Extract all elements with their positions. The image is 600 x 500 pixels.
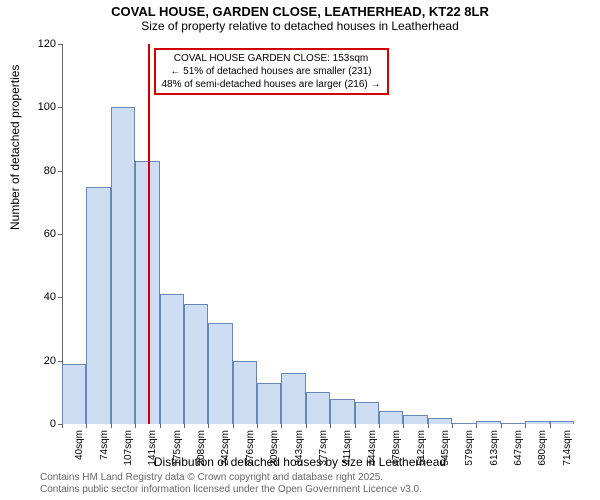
- property-callout: COVAL HOUSE GARDEN CLOSE: 153sqm← 51% of…: [154, 48, 389, 95]
- chart-footer: Contains HM Land Registry data © Crown c…: [40, 472, 422, 496]
- histogram-bar: [86, 187, 110, 425]
- x-axis-label: Distribution of detached houses by size …: [0, 455, 600, 469]
- histogram-bar: [306, 392, 330, 424]
- y-axis-label: Number of detached properties: [8, 65, 22, 230]
- y-tick-mark: [58, 44, 62, 45]
- x-tick-mark: [550, 424, 551, 428]
- histogram-bar: [428, 418, 452, 424]
- histogram-bar: [257, 383, 281, 424]
- x-tick-mark: [306, 424, 307, 428]
- chart-title-line2: Size of property relative to detached ho…: [0, 19, 600, 33]
- x-tick-mark: [184, 424, 185, 428]
- callout-line1: COVAL HOUSE GARDEN CLOSE: 153sqm: [162, 52, 381, 65]
- y-tick-label: 0: [50, 418, 56, 430]
- y-tick-label: 40: [44, 291, 56, 303]
- x-tick-mark: [208, 424, 209, 428]
- x-tick-mark: [62, 424, 63, 428]
- x-tick-mark: [452, 424, 453, 428]
- x-tick-mark: [330, 424, 331, 428]
- y-tick-mark: [58, 107, 62, 108]
- x-tick-mark: [428, 424, 429, 428]
- histogram-bar: [281, 373, 305, 424]
- x-tick-mark: [525, 424, 526, 428]
- histogram-bar: [62, 364, 86, 424]
- histogram-bar: [525, 421, 549, 424]
- y-tick-mark: [58, 361, 62, 362]
- histogram-bar: [184, 304, 208, 424]
- callout-line2: ← 51% of detached houses are smaller (23…: [162, 65, 381, 78]
- y-tick-mark: [58, 234, 62, 235]
- x-tick-mark: [501, 424, 502, 428]
- x-tick-mark: [111, 424, 112, 428]
- y-tick-label: 80: [44, 165, 56, 177]
- property-marker-line: [148, 44, 150, 424]
- x-tick-mark: [476, 424, 477, 428]
- x-tick-mark: [403, 424, 404, 428]
- histogram-bar: [160, 294, 184, 424]
- histogram-bar: [233, 361, 257, 424]
- x-tick-mark: [233, 424, 234, 428]
- histogram-bar: [501, 423, 525, 424]
- footer-line1: Contains HM Land Registry data © Crown c…: [40, 472, 422, 484]
- x-tick-mark: [379, 424, 380, 428]
- x-tick-mark: [86, 424, 87, 428]
- y-tick-mark: [58, 297, 62, 298]
- x-tick-mark: [257, 424, 258, 428]
- histogram-bar: [452, 423, 476, 424]
- callout-line3: 48% of semi-detached houses are larger (…: [162, 78, 381, 91]
- histogram-bar: [208, 323, 232, 424]
- x-tick-mark: [160, 424, 161, 428]
- histogram-bar: [330, 399, 354, 424]
- histogram-bar: [355, 402, 379, 424]
- footer-line2: Contains public sector information licen…: [40, 484, 422, 496]
- y-tick-label: 20: [44, 355, 56, 367]
- chart-title-line1: COVAL HOUSE, GARDEN CLOSE, LEATHERHEAD, …: [0, 4, 600, 19]
- histogram-bar: [111, 107, 135, 424]
- x-tick-mark: [135, 424, 136, 428]
- chart-plot-area: 02040608010012040sqm74sqm107sqm141sqm175…: [62, 44, 574, 424]
- x-tick-mark: [355, 424, 356, 428]
- y-tick-label: 100: [38, 101, 56, 113]
- y-tick-label: 120: [38, 38, 56, 50]
- histogram-bar: [403, 415, 427, 425]
- histogram-bar: [550, 421, 574, 424]
- y-tick-label: 60: [44, 228, 56, 240]
- histogram-bar: [476, 421, 500, 424]
- x-tick-mark: [281, 424, 282, 428]
- y-tick-mark: [58, 171, 62, 172]
- histogram-bar: [379, 411, 403, 424]
